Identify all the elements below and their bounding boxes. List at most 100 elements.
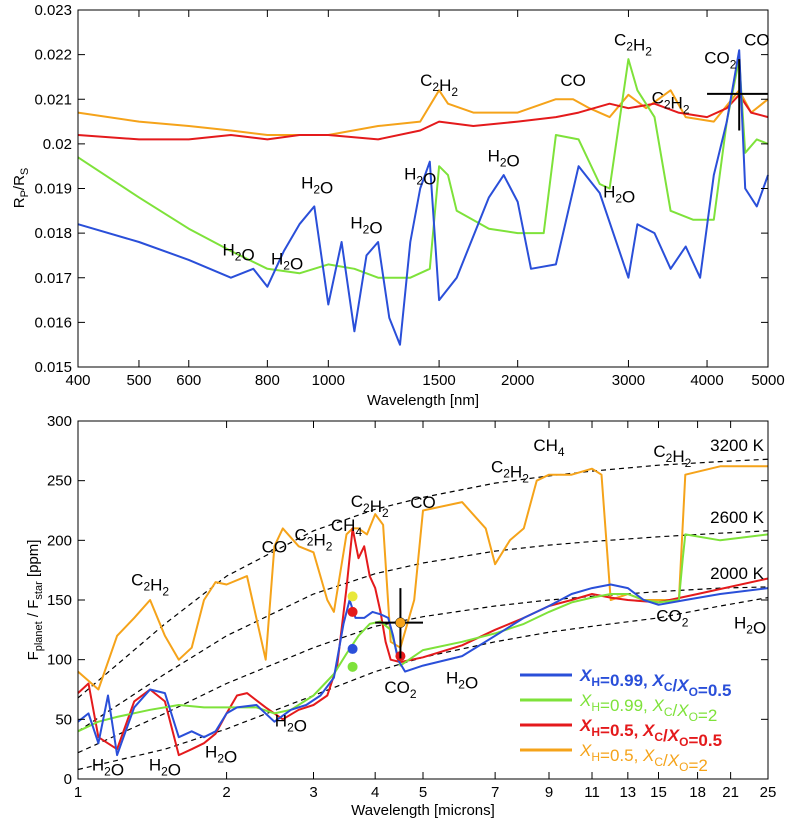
top-annotation-label: C2H2: [614, 31, 652, 59]
bottom-annotation-label: H2O: [275, 711, 307, 735]
panel-top-transit: 400 500 600 800 1000 1500 2000 3000 4000 5000 0.01…: [11, 2, 785, 409]
top-x-tick-label: 800: [255, 372, 280, 389]
top-annotation-label: C2H2: [420, 71, 458, 99]
bottom-y-tick-label: 300: [47, 413, 72, 430]
top-annotation-label: H2O: [301, 174, 333, 198]
bottom-y-tick-label: 250: [47, 473, 72, 490]
bottom-x-axis-title: Wavelength [microns]: [351, 802, 495, 819]
bottom-annotation-label: CH4: [533, 436, 565, 459]
blackbody-curve: [77, 458, 769, 699]
top-annotation-label: H2O: [271, 249, 303, 273]
bottom-annotation-label: C2H2: [295, 525, 333, 553]
bottom-x-tick-label: 4: [371, 784, 379, 801]
top-y-tick-label: 0.02: [43, 136, 72, 153]
bottom-y-tick-label: 100: [47, 652, 72, 669]
bottom-x-tick-label: 18: [689, 784, 706, 801]
top-annotation-label: CO: [744, 31, 770, 50]
bottom-annotation-label: CO2: [384, 678, 417, 701]
bottom-x-tick-label: 21: [722, 784, 739, 801]
bottom-annotation-label: CH4: [331, 516, 363, 539]
legend-entry-label: XH=0.99, XC/XO=0.5: [579, 666, 731, 700]
top-annotation-label: H2O: [603, 182, 635, 206]
top-x-tick-label: 2000: [501, 372, 534, 389]
top-x-tick-label: 1000: [312, 372, 345, 389]
top-annotation-label: H2O: [488, 147, 520, 171]
top-y-tick-label: 0.023: [34, 2, 72, 19]
bottom-annotation-label: H2O: [734, 614, 766, 638]
top-series-line-orange: [77, 89, 769, 136]
bottom-annotation-label: H2O: [205, 743, 237, 767]
bottom-y-tick-label: 50: [55, 711, 72, 728]
bottom-series-line-orange: [77, 465, 768, 691]
legend-entry-label: XH=0.5, XC/XO=2: [579, 741, 708, 775]
bottom-annotation-label: H2O: [149, 756, 181, 780]
blackbody-temperature-label: 2000 K: [710, 564, 765, 583]
top-series-line-blue: [77, 49, 769, 346]
top-y-tick-label: 0.015: [34, 359, 72, 376]
top-annotations: H2O H2O H2O H2O H2O H2O H2O C2H2 CO C2H2 C2H2 CO2 CO: [222, 31, 769, 274]
top-errorbar-group: [707, 59, 768, 131]
photometry-point-blue: [347, 643, 358, 654]
legend: XH=0.99, XC/XO=0.5XH=0.99, XC/XO=2XH=0.5…: [520, 666, 731, 775]
bottom-y-tick-label: 0: [64, 771, 72, 788]
top-x-tick-label: 5000: [751, 372, 784, 389]
top-annotation-label: H2O: [222, 240, 254, 264]
blackbody-curve: [77, 530, 769, 732]
legend-entry-label: XH=0.99, XC/XO=2: [579, 691, 717, 725]
top-axes-ticks: 400 500 600 800 1000 1500 2000 3000 4000 5000 0.01…: [34, 2, 784, 389]
top-x-tick-label: 600: [176, 372, 201, 389]
bottom-errorbar-group: [375, 588, 423, 659]
bottom-x-tick-label: 11: [584, 784, 600, 801]
bottom-y-tick-label: 150: [47, 592, 72, 609]
legend-entry-label: XH=0.5, XC/XO=0.5: [579, 716, 722, 750]
bottom-annotation-label: C2H2: [131, 571, 169, 599]
bottom-x-tick-label: 15: [650, 784, 667, 801]
bottom-annotation-label: C2H2: [351, 492, 389, 520]
top-x-tick-label: 4000: [690, 372, 723, 389]
bottom-x-tick-label: 1: [74, 784, 82, 801]
blackbody-temperature-label: 2600 K: [710, 508, 765, 527]
top-y-tick-label: 0.018: [34, 225, 72, 242]
bottom-annotation-label: CO: [410, 493, 436, 512]
bottom-y-axis-title: Fplanet / Fstar [ppm]: [25, 540, 45, 661]
top-annotation-label: H2O: [350, 214, 382, 238]
top-x-tick-label: 3000: [612, 372, 645, 389]
photometry-point-yellow: [347, 591, 358, 602]
bottom-annotation-label: CO: [262, 537, 288, 556]
photometry-point-red: [347, 606, 358, 617]
top-annotation-label: C2H2: [652, 89, 690, 117]
bottom-annotation-label: CO2: [656, 606, 689, 629]
top-y-tick-label: 0.016: [34, 314, 72, 331]
bottom-x-tick-label: 13: [619, 784, 636, 801]
bottom-annotation-label: C2H2: [491, 457, 529, 485]
bottom-x-tick-label: 9: [545, 784, 553, 801]
bottom-x-tick-label: 25: [760, 784, 777, 801]
blackbody-curves: [77, 458, 769, 771]
temperature-labels: 3200 K 2600 K 2000 K: [710, 436, 765, 583]
top-annotation-label: H2O: [404, 165, 436, 189]
bottom-annotation-label: H2O: [92, 756, 124, 780]
top-annotation-label: CO2: [704, 49, 737, 72]
top-x-tick-label: 400: [65, 372, 90, 389]
bottom-y-tick-label: 200: [47, 532, 72, 549]
bottom-x-tick-label: 3: [309, 784, 317, 801]
top-series-line-green: [77, 58, 769, 279]
photometry-points: [347, 591, 406, 672]
bottom-series-line-green: [77, 533, 769, 733]
bottom-x-tick-label: 5: [419, 784, 427, 801]
top-y-tick-label: 0.019: [34, 181, 72, 198]
top-y-tick-label: 0.021: [34, 91, 72, 108]
blackbody-temperature-label: 3200 K: [710, 436, 765, 455]
top-x-axis-title: Wavelength [nm]: [367, 392, 479, 409]
top-annotation-label: CO: [560, 71, 586, 90]
blackbody-curve: [77, 597, 769, 771]
bottom-annotations: H2O H2OH2OH2OH2OH2OCO2CO2COCOC2H2C2H2CH4C…: [92, 436, 766, 780]
photometry-point-green: [347, 661, 358, 672]
bottom-annotation-label: C2H2: [653, 442, 691, 470]
blackbody-curve: [77, 586, 769, 754]
bottom-annotation-label: H2O: [446, 669, 478, 693]
top-y-tick-label: 0.017: [34, 270, 72, 287]
